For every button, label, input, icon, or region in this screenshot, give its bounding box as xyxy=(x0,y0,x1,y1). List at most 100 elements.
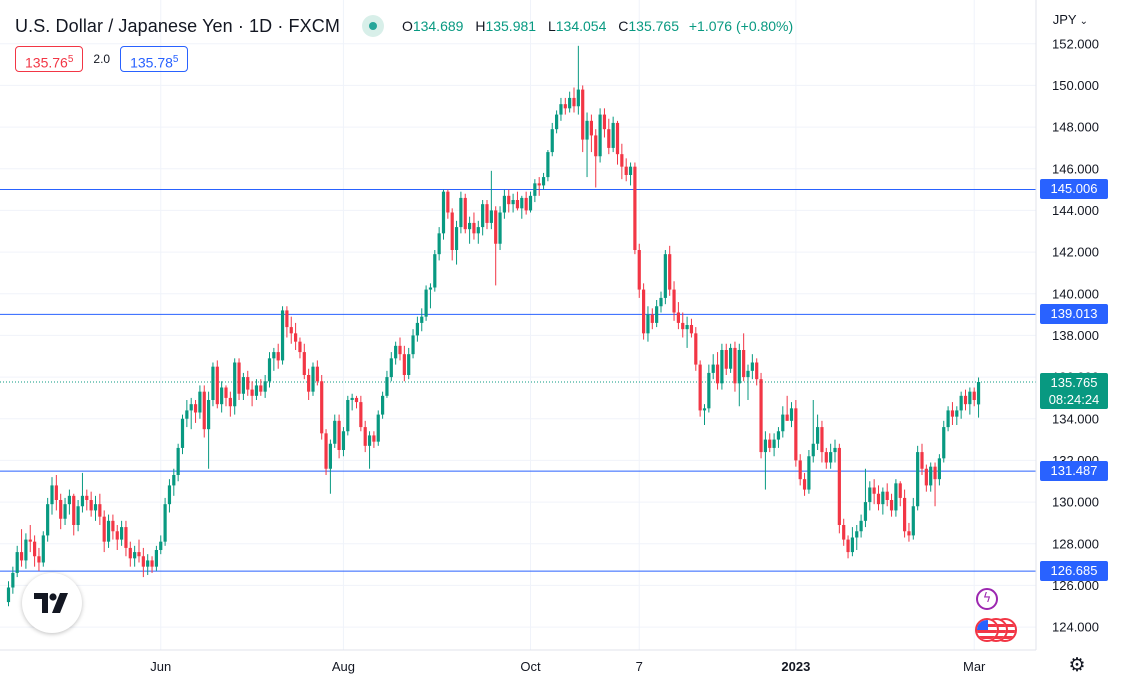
candle-body xyxy=(120,527,124,540)
candle-body xyxy=(59,500,63,519)
candle xyxy=(611,116,615,153)
candle-body xyxy=(224,387,228,398)
candle xyxy=(85,489,89,511)
candle-body xyxy=(207,400,211,430)
candle xyxy=(972,387,976,407)
candle-body xyxy=(67,495,71,505)
candle-body xyxy=(454,227,459,250)
candle xyxy=(633,162,637,255)
time-axis[interactable]: Jun Aug Oct 7 2023 Mar xyxy=(150,659,986,674)
candle xyxy=(46,497,50,542)
candle-body xyxy=(889,500,894,511)
symbol-title[interactable]: U.S. Dollar / Japanese Yen · 1D · FXCM xyxy=(15,15,340,36)
candle xyxy=(389,352,393,382)
candle xyxy=(520,195,524,219)
candle-body xyxy=(450,212,454,250)
candle-body xyxy=(746,370,750,378)
candle-body xyxy=(637,250,641,290)
candle-body xyxy=(381,395,385,415)
tradingview-logo-icon[interactable] xyxy=(22,573,82,633)
high-value: 135.981 xyxy=(485,18,537,34)
candle-body xyxy=(93,504,98,511)
candle xyxy=(446,189,450,219)
candle-body xyxy=(267,358,272,382)
candle-body xyxy=(407,354,411,375)
candle-body xyxy=(628,166,633,175)
candle-body xyxy=(807,456,811,490)
candle-body xyxy=(411,335,415,355)
horizontal-lines xyxy=(0,188,1036,572)
candle-body xyxy=(280,310,285,361)
candle xyxy=(589,114,593,153)
candle xyxy=(763,431,767,490)
candle-body xyxy=(328,443,332,469)
candle xyxy=(428,283,433,309)
line-price-label[interactable]: 126.685 xyxy=(1040,561,1108,582)
sell-button[interactable]: 135.765 xyxy=(15,46,84,72)
candle-body xyxy=(241,377,245,394)
y-tick-label: 138.000 xyxy=(1052,328,1099,343)
candle xyxy=(568,91,572,113)
candle-body xyxy=(46,504,50,536)
candle-body xyxy=(398,345,402,355)
currency-selector[interactable]: JPY ⌄ xyxy=(1053,12,1088,27)
candle xyxy=(650,308,654,330)
x-tick-label: Jun xyxy=(150,659,171,674)
candle-body xyxy=(655,306,659,323)
close-label: C xyxy=(618,18,629,34)
candle-body xyxy=(89,500,93,511)
candle xyxy=(59,493,63,530)
candle xyxy=(881,487,885,515)
candle-body xyxy=(759,379,763,453)
candle xyxy=(607,118,611,155)
candle-body xyxy=(798,460,802,480)
candle-body xyxy=(968,391,972,405)
candle-body xyxy=(263,381,267,392)
us-flag-icon[interactable] xyxy=(975,618,1021,644)
y-tick-label: 144.000 xyxy=(1052,203,1099,218)
candle-body xyxy=(672,289,676,313)
candle xyxy=(772,433,776,457)
candle xyxy=(911,497,915,540)
candle-body xyxy=(559,104,563,115)
candle-body xyxy=(220,387,224,405)
buy-price: 135.78 xyxy=(130,54,173,71)
gear-icon[interactable]: ⚙ xyxy=(1068,654,1086,676)
candle xyxy=(80,472,85,513)
buy-button[interactable]: 135.785 xyxy=(120,46,189,72)
line-price-label[interactable]: 139.013 xyxy=(1040,304,1108,325)
candle-body xyxy=(359,402,363,428)
line-price-label[interactable]: 131.487 xyxy=(1040,461,1108,482)
candle-body xyxy=(154,550,158,567)
candle-body xyxy=(507,195,511,205)
candle-body xyxy=(250,389,254,396)
candle-body xyxy=(550,129,554,153)
candle-body xyxy=(859,520,863,532)
candle xyxy=(106,514,111,548)
x-tick-label: 2023 xyxy=(781,659,810,674)
candle-body xyxy=(237,362,241,394)
market-status-icon[interactable] xyxy=(361,15,384,37)
candle-body xyxy=(720,350,724,384)
x-tick-label: Aug xyxy=(332,659,355,674)
candle-body xyxy=(755,362,759,380)
candle-body xyxy=(254,385,259,396)
candle-body xyxy=(907,531,911,536)
candle-body xyxy=(646,314,650,334)
candle-body xyxy=(820,427,824,453)
candle-body xyxy=(420,316,424,323)
price-axis[interactable]: 124.000126.000128.000130.000132.000134.0… xyxy=(1052,36,1099,634)
candle-body xyxy=(920,452,924,469)
candle xyxy=(41,531,45,567)
line-price-label[interactable]: 145.006 xyxy=(1040,179,1108,200)
candle-body xyxy=(163,504,167,542)
candle-body xyxy=(15,552,19,573)
ohlc-values: O134.689 H135.981 L134.054 C135.765 +1.0… xyxy=(402,18,793,34)
candle xyxy=(863,468,868,528)
lightning-icon[interactable]: ϟ xyxy=(976,588,998,610)
candle xyxy=(450,208,454,261)
candle-body xyxy=(568,97,572,109)
candle-body xyxy=(80,495,85,507)
candle-body xyxy=(415,322,419,336)
